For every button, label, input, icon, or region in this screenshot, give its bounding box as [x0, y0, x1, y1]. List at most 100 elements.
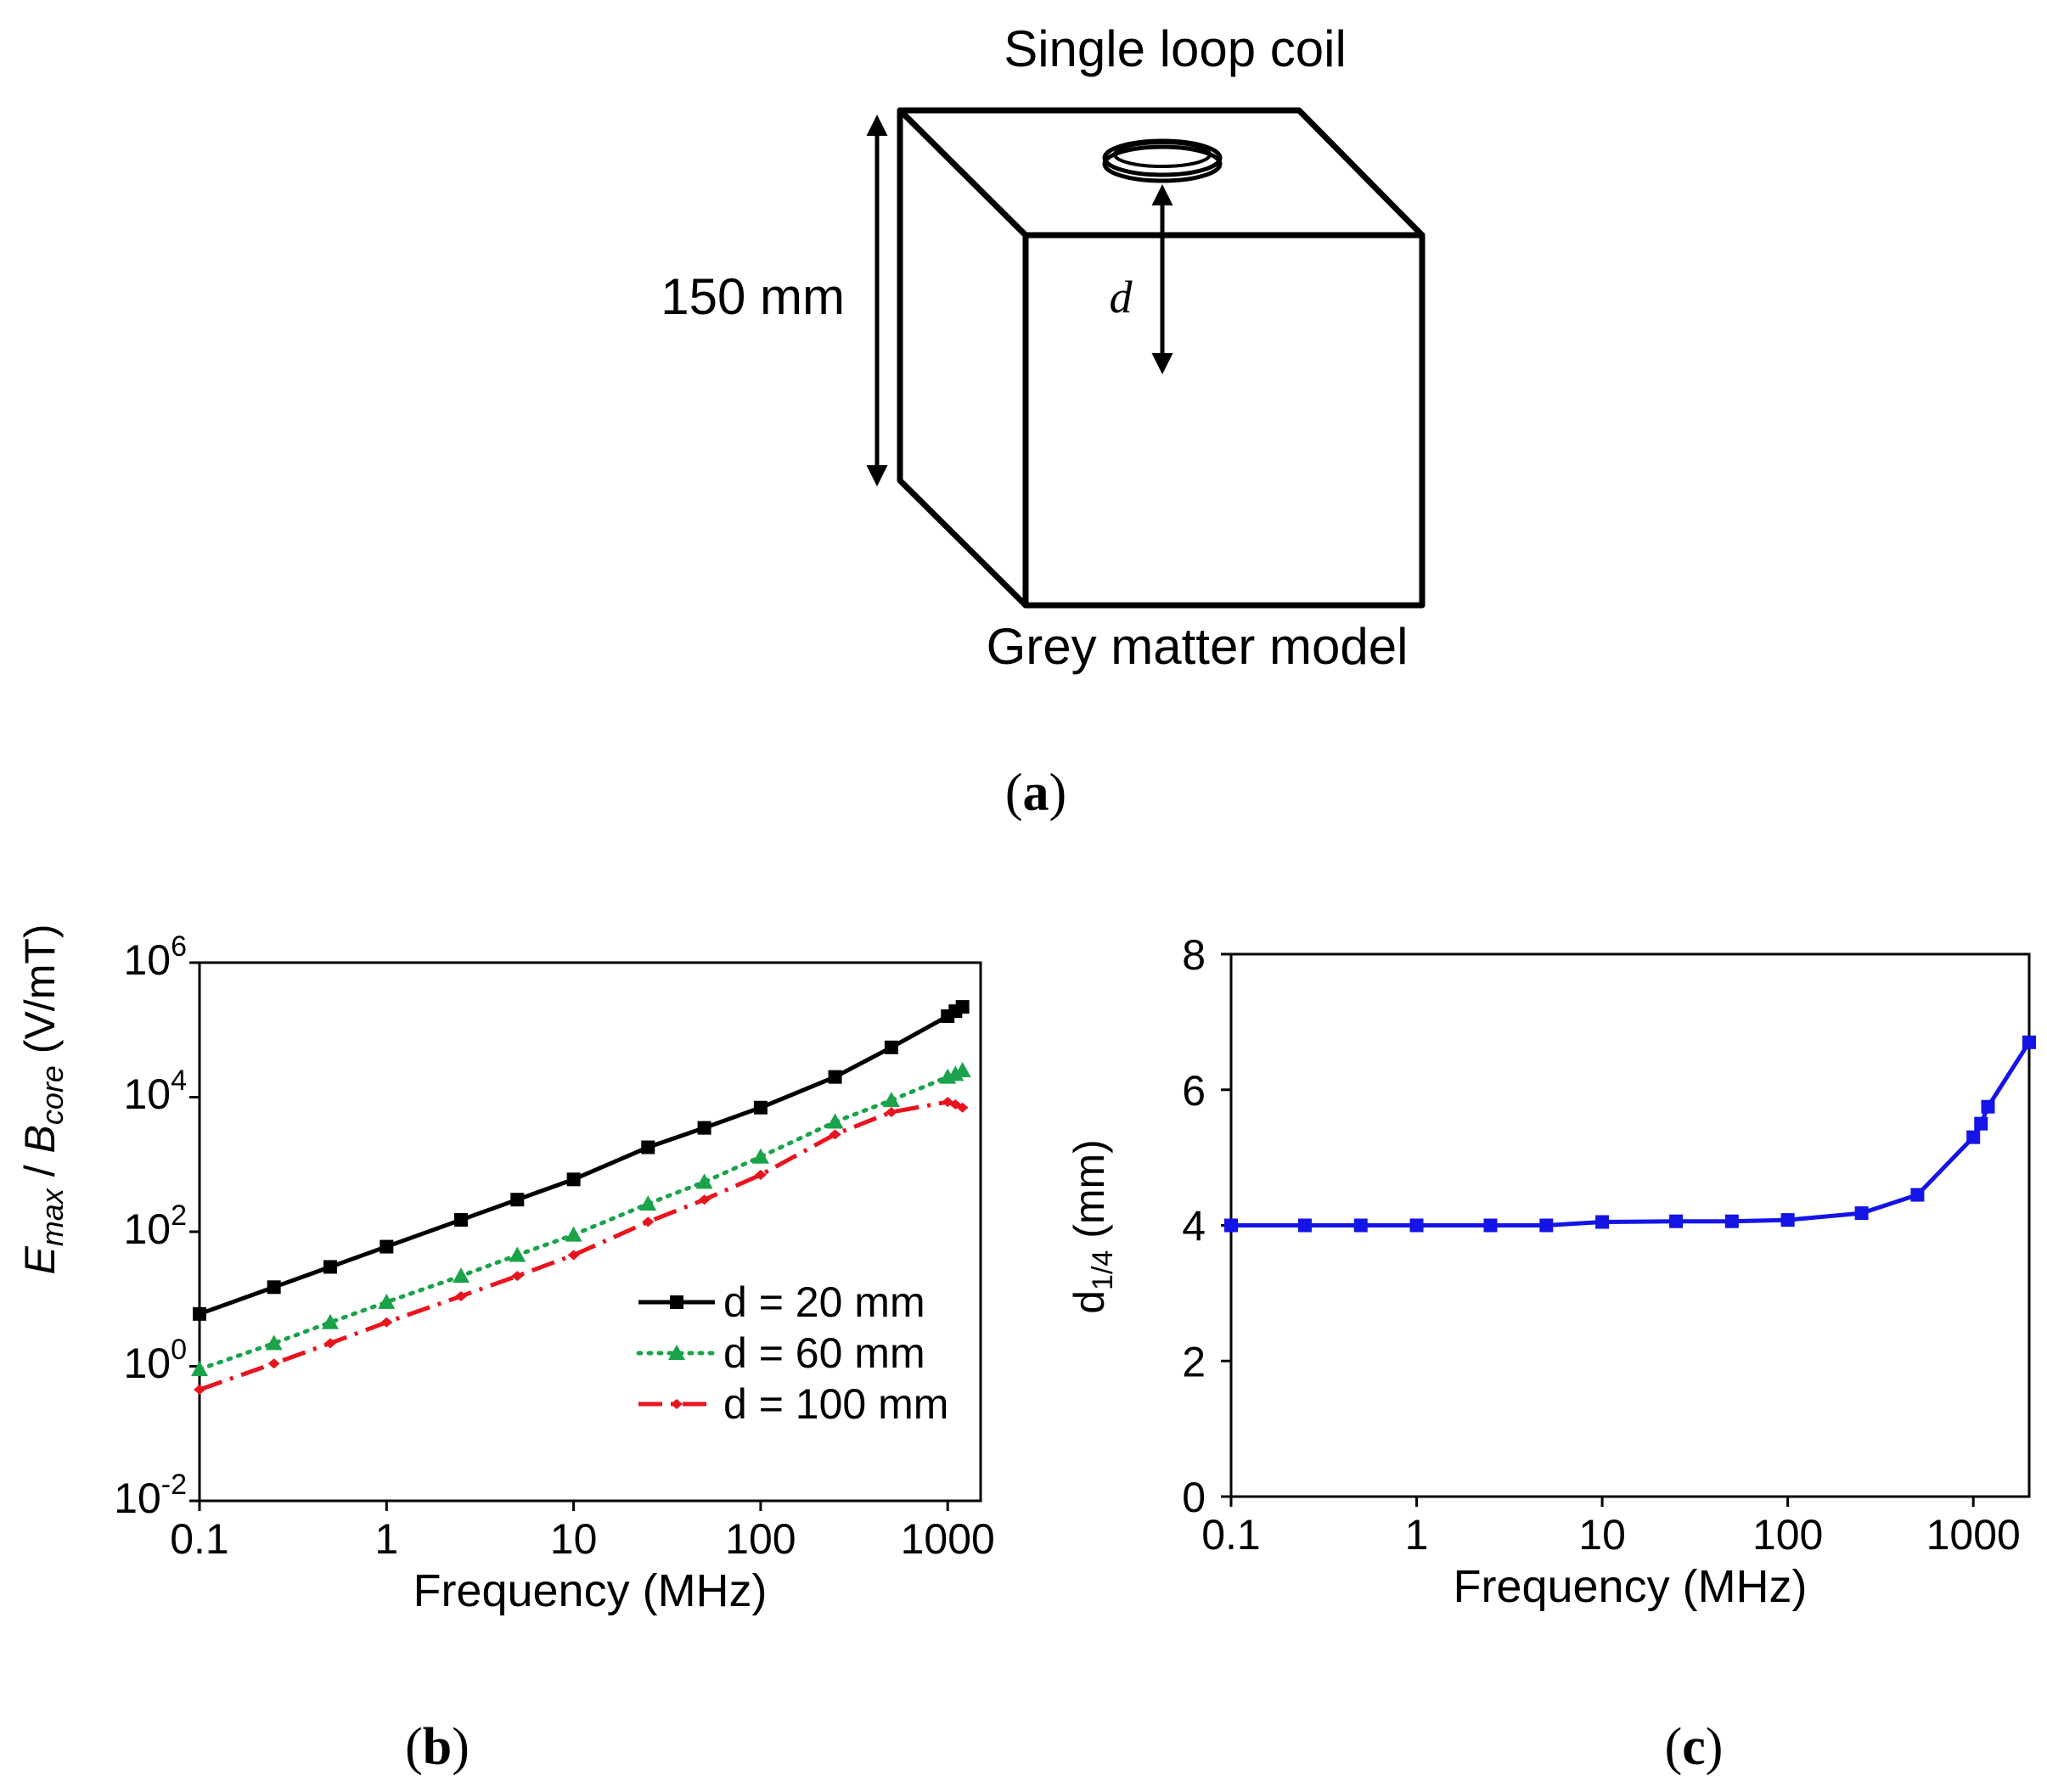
x-tick-label: 1: [1405, 1511, 1429, 1559]
y-tick-label: 0: [1182, 1474, 1206, 1521]
series-line: [199, 1099, 964, 1392]
chart-b-y-tick-labels: 106 104 102 100 10-2: [114, 930, 187, 1522]
x-tick-label: 100: [725, 1515, 796, 1563]
series-line: [199, 1004, 964, 1317]
data-point: [1297, 1218, 1312, 1233]
y-tick-label: 6: [1182, 1067, 1206, 1115]
series-3: [194, 1097, 969, 1395]
data-point: [1539, 1218, 1554, 1233]
data-point: [1483, 1218, 1498, 1233]
data-point: [566, 1172, 581, 1187]
data-point: [323, 1260, 337, 1274]
coil-icon: [1102, 138, 1223, 183]
data-point: [1595, 1215, 1610, 1229]
data-point: [698, 1194, 711, 1205]
data-point: [265, 1334, 283, 1351]
data-point: [826, 1113, 844, 1129]
data-point: [454, 1290, 467, 1301]
y-tick-label: 4: [1182, 1203, 1206, 1250]
series-1: [193, 1000, 970, 1321]
data-point: [453, 1213, 468, 1227]
chart-c-y-axis-label: d1/4 (mm): [1066, 1139, 1119, 1314]
data-point: [452, 1267, 470, 1284]
x-tick-label: 1000: [1926, 1511, 2021, 1559]
data-point: [754, 1170, 767, 1181]
data-point: [956, 1102, 969, 1113]
caption-b: (b): [405, 1718, 470, 1776]
panel-c: 0.1 1 10 100 1000 0 2 4 6 8 Frequency (MHz) d1/4 (…: [1066, 931, 2036, 1776]
model-label: Grey matter model: [987, 618, 1409, 675]
legend-marker: [670, 1295, 683, 1309]
caption-a: (a): [1005, 764, 1066, 822]
data-point: [751, 1148, 769, 1164]
data-point: [321, 1313, 339, 1329]
x-axis-label: Frequency (MHz): [413, 1565, 767, 1616]
data-point: [267, 1280, 281, 1295]
y-tick-label-1e0: 100: [123, 1334, 187, 1387]
data-point: [1780, 1213, 1795, 1227]
x-tick-label: 1000: [901, 1515, 995, 1563]
data-point: [1669, 1214, 1684, 1228]
legend-label: d = 60 mm: [723, 1329, 925, 1377]
data-point: [1854, 1206, 1869, 1221]
x-tick-label: 0.1: [1201, 1511, 1261, 1559]
data-point: [695, 1173, 713, 1189]
legend-marker: [671, 1399, 683, 1409]
data-point: [267, 1358, 280, 1369]
data-point: [642, 1216, 655, 1227]
series-2: [191, 1061, 971, 1377]
series-line: [1231, 1041, 2032, 1227]
legend-item: d = 100 mm: [638, 1380, 948, 1428]
data-point: [2022, 1035, 2036, 1049]
x-axis-label: Frequency (MHz): [1453, 1561, 1807, 1612]
data-point: [1724, 1214, 1739, 1228]
y-tick-label-1e4: 104: [123, 1065, 187, 1118]
data-point: [193, 1306, 206, 1321]
data-point: [753, 1100, 768, 1115]
data-point: [639, 1195, 657, 1211]
data-point: [1224, 1218, 1238, 1233]
data-point: [509, 1246, 526, 1262]
data-point: [1974, 1116, 1988, 1131]
series-1: [1224, 1035, 2036, 1233]
legend-marker: [668, 1345, 685, 1360]
height-dimension-label: 150 mm: [661, 268, 845, 325]
cube-diagram: [897, 107, 1426, 609]
x-tick-label: 10: [1578, 1511, 1626, 1559]
y-tick-label-1e6: 106: [123, 930, 187, 984]
data-point: [323, 1338, 336, 1349]
data-point: [641, 1140, 655, 1154]
legend-label: d = 100 mm: [723, 1380, 948, 1428]
chart-b-y-axis-label: Emax / Bcore (V/mT): [16, 924, 70, 1274]
cube-front-face: [1022, 232, 1426, 609]
data-point: [378, 1293, 396, 1309]
data-point: [567, 1250, 580, 1261]
legend-item: d = 60 mm: [636, 1329, 925, 1377]
y-tick-label-1e-2: 10-2: [114, 1469, 187, 1522]
data-point: [1409, 1218, 1424, 1233]
x-tick-label: 1: [374, 1515, 398, 1563]
x-tick-label: 10: [550, 1515, 598, 1563]
data-point: [828, 1070, 842, 1084]
data-point: [1353, 1218, 1368, 1233]
data-point: [953, 1061, 971, 1077]
data-point: [194, 1384, 205, 1395]
data-point: [884, 1040, 898, 1054]
data-point: [510, 1193, 525, 1207]
legend-label: d = 20 mm: [723, 1278, 925, 1326]
panel-a: Single loop coil 150 mm d Grey matter mo…: [661, 20, 1426, 822]
data-point: [511, 1271, 524, 1282]
legend-item: d = 20 mm: [638, 1278, 925, 1326]
caption-c: (c): [1665, 1718, 1724, 1776]
data-point: [955, 1000, 970, 1014]
data-point: [380, 1317, 393, 1328]
y-tick-label: 8: [1182, 931, 1206, 979]
data-point: [565, 1226, 582, 1242]
data-point: [1910, 1188, 1925, 1202]
data-point: [1966, 1130, 1981, 1144]
data-point: [697, 1121, 711, 1135]
legend: d = 20 mmd = 60 mmd = 100 mm: [636, 1278, 948, 1428]
cube-left-face: [897, 107, 1029, 609]
